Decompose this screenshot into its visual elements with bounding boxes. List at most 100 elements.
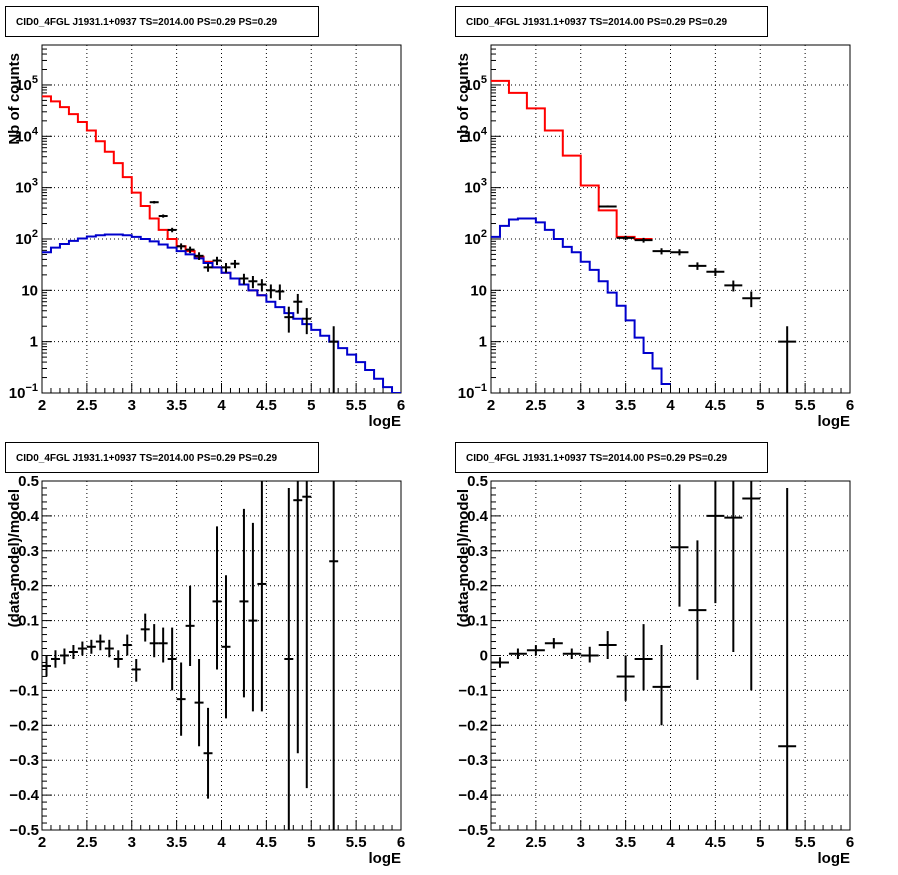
- data-point: [212, 526, 222, 670]
- x-tick-label: 6: [846, 397, 854, 414]
- y-tick-label: 103: [464, 177, 487, 197]
- data-point: [562, 648, 581, 659]
- title-box: [5, 6, 319, 37]
- data-point: [544, 638, 563, 649]
- tick-exponent: 2: [481, 228, 487, 240]
- x-tick-label: 2: [487, 834, 495, 851]
- x-axis-label: logE: [818, 413, 851, 430]
- x-tick-label: 5: [756, 834, 764, 851]
- data-point: [239, 273, 249, 285]
- tick-base: 10: [464, 77, 481, 94]
- x-axis-label: logE: [818, 850, 851, 867]
- data-point: [284, 487, 294, 830]
- data-point: [329, 481, 339, 830]
- tick-exponent: 4: [32, 125, 39, 137]
- data-point: [706, 268, 725, 277]
- x-tick-label: 3: [128, 397, 136, 414]
- panel-counts-right: CID0_4FGL J1931.1+0937 TS=2014.00 PS=0.2…: [455, 6, 854, 430]
- y-tick-label: −0.4: [458, 787, 488, 804]
- x-tick-label: 5.5: [795, 397, 816, 414]
- x-tick-label: 3: [128, 834, 136, 851]
- data-point: [688, 540, 707, 680]
- data-point: [42, 655, 51, 677]
- data-point: [230, 259, 240, 269]
- data-point: [185, 585, 195, 666]
- x-axis-label: logE: [369, 413, 402, 430]
- data-point: [59, 648, 69, 665]
- data-point: [634, 237, 653, 243]
- data-point: [706, 481, 725, 604]
- data-point: [140, 613, 150, 642]
- panel-residual-right: CID0_4FGL J1931.1+0937 TS=2014.00 PS=0.2…: [455, 442, 854, 867]
- plot-title: CID0_4FGL J1931.1+0937 TS=2014.00 PS=0.2…: [466, 453, 728, 464]
- y-tick-label: −0.4: [9, 787, 39, 804]
- y-tick-label: 102: [15, 228, 38, 248]
- plot-area: [42, 481, 339, 830]
- y-tick-label: −0.1: [458, 682, 488, 699]
- plot-area: [491, 79, 797, 393]
- plot-area: [491, 481, 797, 830]
- data-point: [239, 508, 249, 698]
- x-tick-label: 3: [577, 397, 585, 414]
- x-tick-label: 5.5: [346, 834, 367, 851]
- data-point: [113, 650, 123, 668]
- data-point: [203, 707, 213, 799]
- title-box: [5, 442, 319, 473]
- data-point: [257, 279, 267, 292]
- data-point: [149, 200, 159, 204]
- data-point: [176, 662, 186, 736]
- x-axis-label: logE: [369, 850, 402, 867]
- x-tick-label: 4.5: [256, 397, 277, 414]
- data-point: [158, 214, 168, 218]
- y-tick-label: 0.1: [18, 613, 39, 630]
- data-point: [742, 291, 761, 308]
- series-component-model: [42, 233, 401, 393]
- x-tick-label: 4.5: [256, 834, 277, 851]
- x-tick-label: 2.5: [76, 397, 97, 414]
- tick-base: 10: [15, 231, 32, 248]
- x-tick-label: 4: [217, 834, 226, 851]
- tick-base: 10: [464, 180, 481, 197]
- y-tick-label: −0.3: [458, 752, 488, 769]
- data-point: [266, 284, 276, 299]
- tick-exponent: 5: [32, 74, 38, 86]
- y-tick-label: 0: [480, 648, 488, 665]
- y-tick-label: 102: [464, 228, 487, 248]
- data-point: [257, 481, 267, 712]
- tick-base: 10: [15, 180, 32, 197]
- y-tick-label: 104: [464, 125, 488, 145]
- y-tick-label: 0.4: [18, 508, 40, 525]
- data-point: [149, 624, 159, 658]
- x-tick-label: 2.5: [525, 834, 546, 851]
- y-tick-label: −0.3: [9, 752, 39, 769]
- x-tick-label: 5: [756, 397, 764, 414]
- tick-exponent: 3: [481, 177, 487, 189]
- y-tick-label: 0.2: [18, 578, 39, 595]
- y-tick-label: 10: [470, 282, 487, 299]
- y-axis-label: (data-model)/model: [6, 489, 23, 627]
- y-tick-label: 1: [30, 334, 38, 351]
- y-tick-label: −0.5: [458, 822, 488, 839]
- data-point: [104, 639, 114, 658]
- data-point: [122, 634, 132, 656]
- data-point: [508, 648, 527, 659]
- data-point: [526, 645, 545, 656]
- plot-title: CID0_4FGL J1931.1+0937 TS=2014.00 PS=0.2…: [16, 453, 278, 464]
- y-axis-label: Nb of counts: [6, 53, 23, 145]
- x-tick-label: 3.5: [615, 834, 636, 851]
- data-point: [194, 252, 204, 260]
- data-point: [68, 645, 78, 659]
- y-tick-label: 103: [15, 177, 38, 197]
- data-point: [158, 627, 168, 663]
- x-tick-label: 4.5: [705, 834, 726, 851]
- data-point: [724, 481, 743, 653]
- series-total-model: [491, 79, 653, 240]
- y-tick-label: 0.4: [467, 508, 489, 525]
- tick-base: 10: [464, 128, 481, 145]
- x-tick-label: 3.5: [615, 397, 636, 414]
- data-point: [50, 650, 60, 668]
- y-tick-label: 10: [21, 282, 38, 299]
- plot-title: CID0_4FGL J1931.1+0937 TS=2014.00 PS=0.2…: [16, 17, 278, 28]
- panel-counts-left: CID0_4FGL J1931.1+0937 TS=2014.00 PS=0.2…: [5, 6, 405, 430]
- data-point: [203, 263, 213, 272]
